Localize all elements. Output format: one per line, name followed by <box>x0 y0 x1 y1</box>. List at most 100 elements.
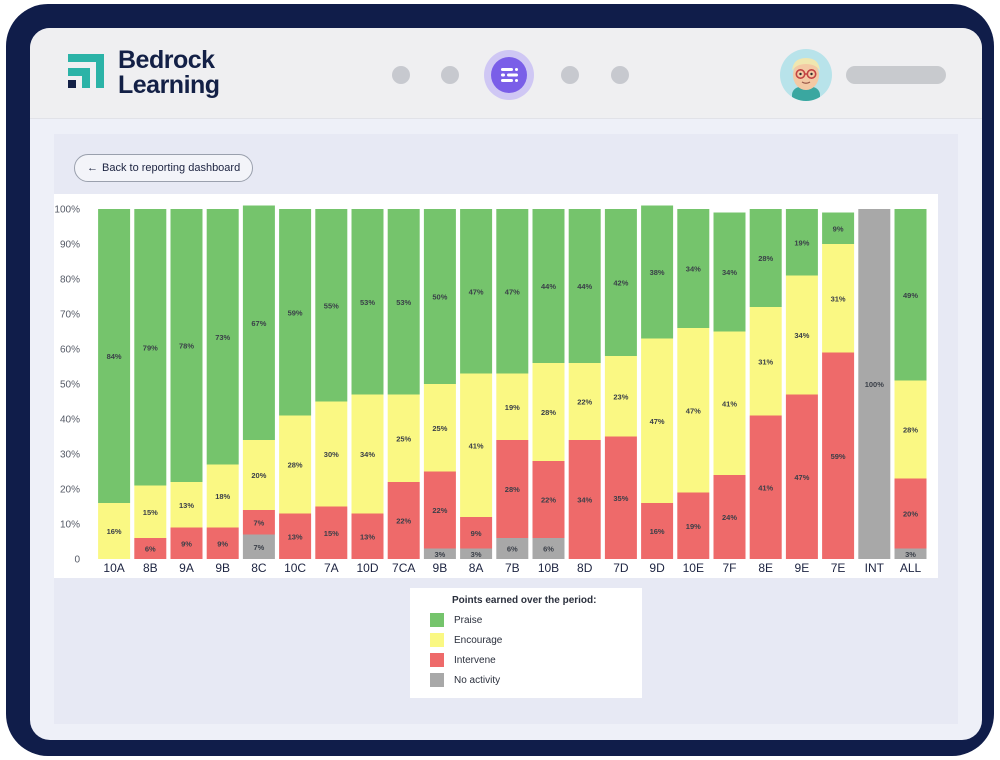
bar-10B-encourage[interactable] <box>532 363 565 461</box>
bar-8C-intervene[interactable] <box>242 510 275 535</box>
bar-9D-praise[interactable] <box>641 205 674 339</box>
user-name-placeholder[interactable] <box>846 66 946 84</box>
bar-9B-no_activity[interactable] <box>423 548 456 560</box>
bar-10C-encourage[interactable] <box>279 415 312 514</box>
bar-7F-encourage[interactable] <box>713 331 746 476</box>
bar-group-7CA[interactable]: 22% 25% 53% <box>387 209 420 559</box>
bar-8E-encourage[interactable] <box>749 307 782 416</box>
bar-group-INT[interactable]: 100% <box>858 209 891 559</box>
bar-group-7A[interactable]: 15% 30% 55% <box>315 209 348 560</box>
bar-group-8E[interactable]: 41% 31% 28% <box>749 209 782 560</box>
bar-10A-encourage[interactable] <box>98 503 131 559</box>
bar-group-9B[interactable]: 9% 18% 73% <box>206 209 239 560</box>
bar-7B-encourage[interactable] <box>496 373 529 441</box>
bar-group-7D[interactable]: 35% 23% 42% <box>604 209 637 560</box>
bar-group-8A[interactable]: 3% 9% 41% 47% <box>460 209 493 560</box>
bar-10C-praise[interactable] <box>279 209 312 416</box>
bar-8C-encourage[interactable] <box>242 440 275 510</box>
bar-8B-encourage[interactable] <box>134 485 167 539</box>
bar-10D-intervene[interactable] <box>351 513 384 560</box>
bar-10E-praise[interactable] <box>677 209 710 328</box>
bar-9D-encourage[interactable] <box>641 338 674 504</box>
bar-7CA-encourage[interactable] <box>387 394 420 483</box>
nav-dot-3[interactable] <box>561 66 579 84</box>
bar-8A-no_activity[interactable] <box>460 548 493 560</box>
bar-group-8C[interactable]: 7% 7% 20% 67% <box>242 205 275 560</box>
bar-7F-intervene[interactable] <box>713 475 746 559</box>
bar-8A-encourage[interactable] <box>460 373 493 518</box>
bar-7CA-praise[interactable] <box>387 209 420 395</box>
bar-group-7B[interactable]: 6% 28% 19% 47% <box>496 209 529 559</box>
bar-group-7F[interactable]: 24% 41% 34% <box>713 212 746 560</box>
bar-group-9D[interactable]: 16% 47% 38% <box>641 205 674 560</box>
bar-10A-praise[interactable] <box>98 209 131 503</box>
bar-9A-encourage[interactable] <box>170 482 203 528</box>
bar-7E-praise[interactable] <box>822 212 855 245</box>
bar-9B-encourage[interactable] <box>206 464 239 528</box>
bar-9A-intervene[interactable] <box>170 527 203 560</box>
bar-9B-praise[interactable] <box>423 209 456 384</box>
bar-9B-praise[interactable] <box>206 209 239 465</box>
bar-10B-no_activity[interactable] <box>532 538 565 559</box>
bar-7D-intervene[interactable] <box>604 436 637 560</box>
bar-group-10E[interactable]: 19% 47% 34% <box>677 209 710 560</box>
bar-8A-intervene[interactable] <box>460 517 493 549</box>
bar-8E-praise[interactable] <box>749 209 782 307</box>
nav-dot-4[interactable] <box>611 66 629 84</box>
bar-group-8B[interactable]: 6% 15% 79% <box>134 209 167 559</box>
bar-group-9A[interactable]: 9% 13% 78% <box>170 209 203 560</box>
back-to-dashboard-button[interactable]: ← Back to reporting dashboard <box>74 154 254 182</box>
bar-8B-intervene[interactable] <box>134 538 167 559</box>
bar-9B-intervene[interactable] <box>206 527 239 560</box>
bar-10E-intervene[interactable] <box>677 492 710 560</box>
bar-7E-intervene[interactable] <box>822 352 855 560</box>
bar-INT-no_activity[interactable] <box>858 209 891 559</box>
bar-9E-praise[interactable] <box>785 209 818 276</box>
bar-7A-intervene[interactable] <box>315 506 348 560</box>
bar-7D-praise[interactable] <box>604 209 637 356</box>
bar-8C-no_activity[interactable] <box>242 534 275 560</box>
bar-ALL-praise[interactable] <box>894 209 927 381</box>
nav-dot-2[interactable] <box>441 66 459 84</box>
user-avatar[interactable] <box>780 49 832 101</box>
bar-8C-praise[interactable] <box>242 205 275 441</box>
bar-10D-encourage[interactable] <box>351 394 384 514</box>
bar-ALL-intervene[interactable] <box>894 478 927 549</box>
bar-7B-intervene[interactable] <box>496 440 529 538</box>
bar-7CA-intervene[interactable] <box>387 482 420 559</box>
bedrock-logo[interactable]: Bedrock Learning <box>64 48 264 100</box>
bar-7D-encourage[interactable] <box>604 356 637 437</box>
bar-8E-intervene[interactable] <box>749 415 782 560</box>
bar-group-8D[interactable]: 34% 22% 44% <box>568 209 601 559</box>
bar-ALL-encourage[interactable] <box>894 380 927 479</box>
bar-7B-no_activity[interactable] <box>496 538 529 559</box>
bar-10D-praise[interactable] <box>351 209 384 395</box>
bar-group-10C[interactable]: 13% 28% 59% <box>279 209 312 559</box>
bar-9E-intervene[interactable] <box>785 394 818 560</box>
bar-group-10A[interactable]: 16% 84% <box>98 209 131 559</box>
bar-group-7E[interactable]: 59% 31% 9% <box>822 212 855 560</box>
bar-8D-encourage[interactable] <box>568 363 601 440</box>
bar-7E-encourage[interactable] <box>822 244 855 353</box>
bar-9E-encourage[interactable] <box>785 275 818 395</box>
bar-group-10B[interactable]: 6% 22% 28% 44% <box>532 209 565 559</box>
bar-9A-praise[interactable] <box>170 209 203 482</box>
bar-9B-encourage[interactable] <box>423 384 456 472</box>
bar-10B-praise[interactable] <box>532 209 565 363</box>
bar-7A-praise[interactable] <box>315 209 348 402</box>
bar-group-9B[interactable]: 3% 22% 25% 50% <box>423 209 456 560</box>
bar-7F-praise[interactable] <box>713 212 746 332</box>
bar-9B-intervene[interactable] <box>423 471 456 549</box>
bar-7B-praise[interactable] <box>496 209 529 374</box>
bar-10E-encourage[interactable] <box>677 328 710 493</box>
bar-7A-encourage[interactable] <box>315 401 348 507</box>
bar-8D-praise[interactable] <box>568 209 601 363</box>
bar-8D-intervene[interactable] <box>568 440 601 559</box>
bar-group-ALL[interactable]: 3% 20% 28% 49% <box>894 209 927 559</box>
bar-10B-intervene[interactable] <box>532 461 565 538</box>
bar-group-9E[interactable]: 47% 34% 19% <box>785 209 818 560</box>
bar-9D-intervene[interactable] <box>641 503 674 559</box>
bar-group-10D[interactable]: 13% 34% 53% <box>351 209 384 560</box>
nav-active-reports[interactable] <box>484 50 534 100</box>
nav-dot-1[interactable] <box>392 66 410 84</box>
